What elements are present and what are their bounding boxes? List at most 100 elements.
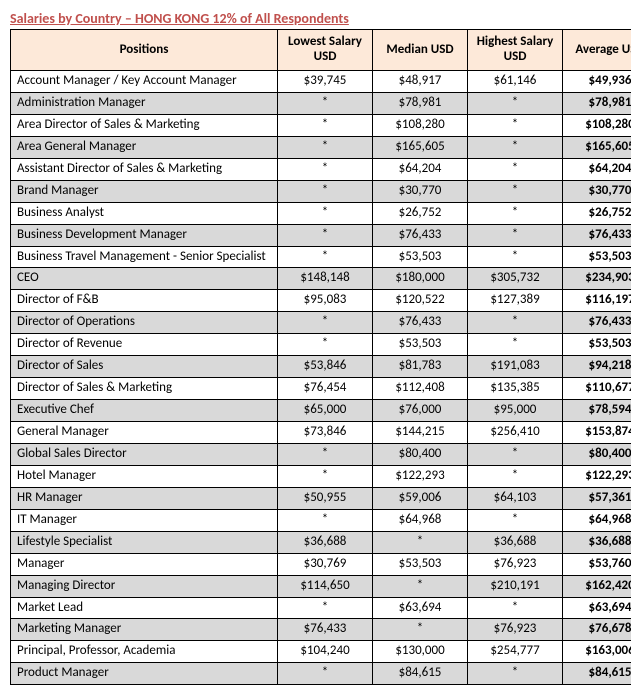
- cell-position: Managing Director: [11, 575, 278, 597]
- cell-position: Market Lead: [11, 597, 278, 619]
- cell-position: Director of F&B: [11, 290, 278, 312]
- cell-highest: *: [468, 136, 563, 158]
- table-row: Area General Manager*$165,605*$165,605: [11, 136, 631, 158]
- col-average: Average USD: [563, 30, 631, 71]
- table-row: Director of Sales$53,846$81,783$191,083$…: [11, 356, 631, 378]
- cell-lowest: $30,769: [278, 553, 373, 575]
- cell-lowest: $95,083: [278, 290, 373, 312]
- col-positions: Positions: [11, 30, 278, 71]
- cell-highest: *: [468, 180, 563, 202]
- cell-median: $80,400: [373, 443, 468, 465]
- table-row: General Manager$73,846$144,215$256,410$1…: [11, 422, 631, 444]
- cell-position: Area Director of Sales & Marketing: [11, 114, 278, 136]
- cell-highest: $210,191: [468, 575, 563, 597]
- cell-position: Assistant Director of Sales & Marketing: [11, 158, 278, 180]
- header-row: Positions Lowest Salary USD Median USD H…: [11, 30, 631, 71]
- cell-position: Global Sales Director: [11, 443, 278, 465]
- cell-position: Manager: [11, 553, 278, 575]
- cell-lowest: $53,846: [278, 356, 373, 378]
- cell-average: $234,903: [563, 268, 631, 290]
- cell-median: $26,752: [373, 202, 468, 224]
- cell-position: IT Manager: [11, 509, 278, 531]
- cell-lowest: $73,846: [278, 422, 373, 444]
- cell-lowest: $76,433: [278, 619, 373, 641]
- cell-median: $59,006: [373, 487, 468, 509]
- cell-highest: $305,732: [468, 268, 563, 290]
- table-row: Brand Manager*$30,770*$30,770: [11, 180, 631, 202]
- cell-average: $80,400: [563, 443, 631, 465]
- cell-lowest: $50,955: [278, 487, 373, 509]
- cell-position: Lifestyle Specialist: [11, 531, 278, 553]
- cell-average: $76,433: [563, 224, 631, 246]
- table-row: Business Travel Management - Senior Spec…: [11, 246, 631, 268]
- cell-median: $53,503: [373, 553, 468, 575]
- cell-highest: $76,923: [468, 619, 563, 641]
- cell-median: $64,204: [373, 158, 468, 180]
- cell-highest: *: [468, 158, 563, 180]
- cell-average: $36,688: [563, 531, 631, 553]
- cell-highest: *: [468, 509, 563, 531]
- cell-lowest: *: [278, 92, 373, 114]
- table-row: Business Analyst*$26,752*$26,752: [11, 202, 631, 224]
- cell-lowest: $148,148: [278, 268, 373, 290]
- table-row: Executive Chef$65,000$76,000$95,000$78,5…: [11, 400, 631, 422]
- cell-highest: *: [468, 246, 563, 268]
- cell-lowest: *: [278, 597, 373, 619]
- cell-average: $94,218: [563, 356, 631, 378]
- cell-highest: $61,146: [468, 71, 563, 93]
- table-row: Director of Sales & Marketing$76,454$112…: [11, 378, 631, 400]
- cell-median: $84,615: [373, 663, 468, 685]
- cell-average: $64,968: [563, 509, 631, 531]
- col-median: Median USD: [373, 30, 468, 71]
- salary-table: Positions Lowest Salary USD Median USD H…: [10, 29, 631, 685]
- cell-lowest: *: [278, 158, 373, 180]
- cell-average: $163,006: [563, 641, 631, 663]
- col-lowest: Lowest Salary USD: [278, 30, 373, 71]
- table-row: Principal, Professor, Academia$104,240$1…: [11, 641, 631, 663]
- table-row: Manager$30,769$53,503$76,923$53,760: [11, 553, 631, 575]
- cell-median: $76,433: [373, 312, 468, 334]
- cell-median: $81,783: [373, 356, 468, 378]
- cell-position: CEO: [11, 268, 278, 290]
- cell-highest: *: [468, 224, 563, 246]
- cell-position: Business Travel Management - Senior Spec…: [11, 246, 278, 268]
- cell-average: $84,615: [563, 663, 631, 685]
- table-row: Business Development Manager*$76,433*$76…: [11, 224, 631, 246]
- cell-average: $122,293: [563, 465, 631, 487]
- cell-lowest: *: [278, 443, 373, 465]
- cell-average: $76,678: [563, 619, 631, 641]
- cell-median: $108,280: [373, 114, 468, 136]
- cell-lowest: $39,745: [278, 71, 373, 93]
- cell-lowest: *: [278, 136, 373, 158]
- cell-median: $122,293: [373, 465, 468, 487]
- cell-average: $165,605: [563, 136, 631, 158]
- cell-average: $153,874: [563, 422, 631, 444]
- cell-position: Business Analyst: [11, 202, 278, 224]
- cell-highest: $95,000: [468, 400, 563, 422]
- cell-lowest: $65,000: [278, 400, 373, 422]
- table-row: Product Manager*$84,615*$84,615: [11, 663, 631, 685]
- table-body: Account Manager / Key Account Manager$39…: [11, 71, 631, 685]
- cell-average: $110,677: [563, 378, 631, 400]
- cell-highest: $76,923: [468, 553, 563, 575]
- table-row: Area Director of Sales & Marketing*$108,…: [11, 114, 631, 136]
- cell-median: *: [373, 575, 468, 597]
- cell-median: $76,433: [373, 224, 468, 246]
- cell-lowest: *: [278, 334, 373, 356]
- table-row: Global Sales Director*$80,400*$80,400: [11, 443, 631, 465]
- cell-highest: $256,410: [468, 422, 563, 444]
- cell-median: $30,770: [373, 180, 468, 202]
- table-row: Director of F&B$95,083$120,522$127,389$1…: [11, 290, 631, 312]
- table-row: Managing Director$114,650*$210,191$162,4…: [11, 575, 631, 597]
- cell-position: Director of Operations: [11, 312, 278, 334]
- cell-average: $162,420: [563, 575, 631, 597]
- cell-lowest: *: [278, 509, 373, 531]
- cell-highest: $127,389: [468, 290, 563, 312]
- cell-median: $78,981: [373, 92, 468, 114]
- cell-median: $63,694: [373, 597, 468, 619]
- cell-average: $57,361: [563, 487, 631, 509]
- cell-average: $63,694: [563, 597, 631, 619]
- cell-lowest: *: [278, 465, 373, 487]
- cell-position: Executive Chef: [11, 400, 278, 422]
- table-row: Hotel Manager*$122,293*$122,293: [11, 465, 631, 487]
